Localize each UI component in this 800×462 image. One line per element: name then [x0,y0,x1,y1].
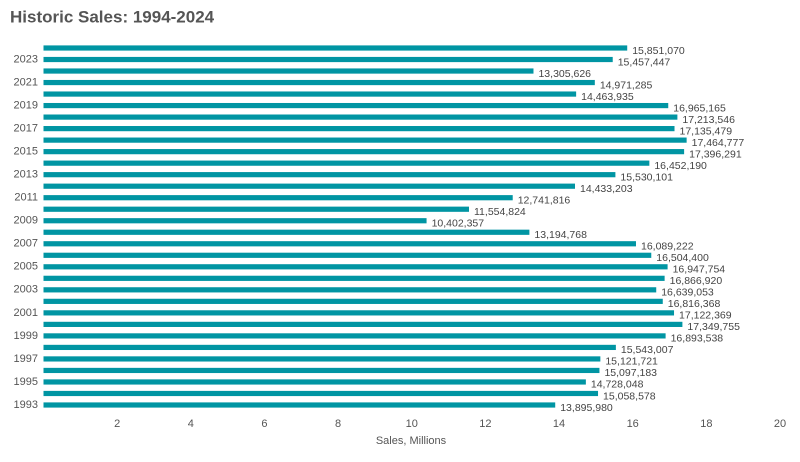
y-tick-label: 2023 [14,53,38,65]
y-tick-label: 2005 [14,261,38,273]
bar [43,79,595,86]
y-tick-label: 2017 [14,123,38,135]
bar [43,45,628,51]
bar [43,264,668,270]
value-label: 16,816,368 [668,298,721,310]
y-tick-label: 1993 [14,399,38,411]
bar [43,195,513,201]
value-label: 17,464,777 [692,137,745,149]
bar [43,298,663,304]
value-label: 15,851,070 [632,45,685,57]
y-tick-label: 1995 [14,376,38,388]
value-label: 13,305,626 [538,68,591,80]
y-tick-label: 2021 [14,76,38,88]
bar [43,56,613,63]
bar [43,160,650,166]
bar [43,68,534,74]
value-label: 16,893,538 [671,333,724,345]
bar [43,126,675,132]
x-tick-label: 20 [774,418,786,430]
value-label: 17,122,369 [679,310,732,322]
value-label: 16,639,053 [661,287,714,299]
value-label: 16,089,222 [641,241,694,253]
y-tick-label: 2011 [14,192,38,204]
bar [43,356,601,362]
y-tick-label: 1999 [14,330,38,342]
chart-title: Historic Sales: 1994-2024 [10,7,215,26]
value-label: 12,741,816 [518,194,571,206]
value-label: 17,213,546 [682,114,735,126]
value-label: 17,135,479 [680,125,733,137]
bar [43,275,665,281]
y-tick-label: 2013 [14,169,38,181]
bar [43,241,636,247]
bar [43,402,556,408]
value-label: 15,097,183 [604,367,657,379]
value-label: 15,058,578 [603,390,656,402]
x-axis-label: Sales, Millions [376,435,447,447]
y-tick-label: 2015 [14,146,38,158]
y-tick-label: 1997 [14,353,38,365]
y-tick-label: 2007 [14,238,38,250]
x-tick-label: 12 [479,418,491,430]
value-label: 10,402,357 [432,218,485,230]
value-label: 13,895,980 [560,402,613,414]
bar [43,172,616,178]
bar [43,114,678,120]
value-label: 17,349,755 [687,321,740,333]
value-label: 16,866,920 [670,275,723,287]
value-label: 14,433,203 [580,183,633,195]
bar [43,252,652,258]
bar [43,367,600,374]
x-tick-label: 18 [700,418,712,430]
value-label: 17,396,291 [689,148,742,160]
x-tick-label: 6 [261,418,267,430]
bar [43,206,470,212]
y-tick-label: 2019 [14,99,38,111]
bar [43,379,586,385]
value-label: 14,971,285 [600,79,653,91]
bar [43,287,657,293]
bar [43,91,577,97]
bar [43,229,530,235]
x-tick-label: 2 [114,418,120,430]
value-label: 16,965,165 [673,102,726,114]
bar [43,102,669,109]
value-label: 14,463,935 [581,91,634,103]
value-label: 16,452,190 [654,160,707,172]
value-label: 11,554,824 [474,206,526,218]
value-label: 16,504,400 [656,252,709,264]
value-label: 13,194,768 [534,229,587,241]
value-label: 15,543,007 [621,344,674,356]
bar [43,344,616,351]
y-tick-label: 2003 [14,284,38,296]
value-label: 15,457,447 [618,56,671,68]
bar [43,149,685,155]
bar [43,310,675,316]
value-label: 15,121,721 [605,356,658,368]
x-tick-label: 4 [188,418,194,430]
bar [43,137,687,143]
value-label: 14,728,048 [591,379,644,391]
value-label: 15,530,101 [620,171,673,183]
x-tick-label: 10 [406,418,418,430]
x-tick-label: 14 [553,418,565,430]
y-tick-label: 2009 [14,215,38,227]
x-tick-label: 16 [627,418,639,430]
bar [43,321,683,327]
bar [43,218,427,224]
bar [43,333,666,339]
value-label: 16,947,754 [673,264,726,276]
x-tick-label: 8 [335,418,341,430]
bar [43,183,576,189]
y-tick-label: 2001 [14,307,38,319]
bar [43,390,599,397]
